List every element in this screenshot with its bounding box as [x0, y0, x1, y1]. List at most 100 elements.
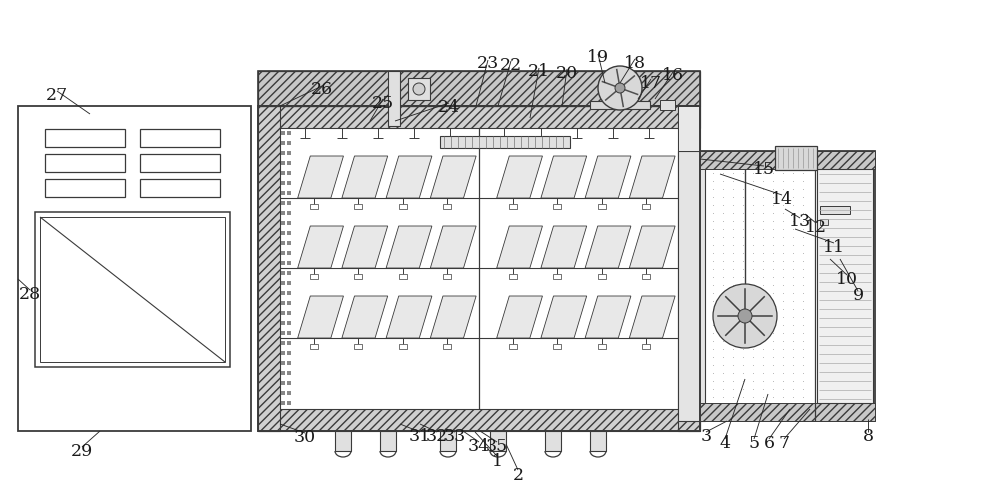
Bar — [399, 344, 407, 349]
Text: 17: 17 — [640, 74, 662, 91]
Bar — [140, 180, 220, 197]
Text: 14: 14 — [771, 191, 793, 208]
Bar — [775, 147, 817, 171]
Text: 8: 8 — [862, 428, 874, 444]
Bar — [490, 431, 506, 451]
Polygon shape — [629, 157, 675, 198]
Text: 28: 28 — [19, 286, 41, 303]
Text: 25: 25 — [372, 94, 394, 111]
Circle shape — [598, 67, 642, 111]
Bar — [280, 129, 678, 409]
Polygon shape — [386, 297, 432, 338]
Polygon shape — [342, 297, 388, 338]
Bar — [820, 206, 850, 214]
Bar — [335, 431, 351, 451]
Text: 29: 29 — [71, 442, 93, 459]
Bar — [590, 431, 606, 451]
Polygon shape — [585, 297, 631, 338]
Bar — [700, 152, 875, 421]
Bar — [258, 107, 280, 431]
Polygon shape — [629, 226, 675, 269]
Text: 12: 12 — [805, 219, 827, 236]
Text: 16: 16 — [662, 67, 684, 84]
Text: 3: 3 — [700, 428, 712, 444]
Bar — [678, 152, 705, 421]
Text: 35: 35 — [486, 438, 508, 454]
Bar — [590, 102, 650, 110]
Text: 31: 31 — [409, 428, 431, 444]
Bar — [553, 275, 561, 280]
Bar — [700, 403, 875, 421]
Bar — [660, 101, 675, 111]
Bar — [820, 219, 828, 225]
Bar — [310, 275, 318, 280]
Text: 23: 23 — [477, 56, 499, 72]
Bar — [678, 107, 700, 431]
Bar — [45, 180, 125, 197]
Bar — [388, 72, 400, 127]
Bar — [509, 275, 517, 280]
Circle shape — [615, 84, 625, 94]
Polygon shape — [585, 226, 631, 269]
Bar — [258, 107, 700, 129]
Polygon shape — [497, 297, 542, 338]
Bar — [817, 170, 873, 403]
Bar — [642, 344, 650, 349]
Bar — [443, 204, 451, 209]
Polygon shape — [430, 226, 476, 269]
Text: 34: 34 — [468, 438, 490, 454]
Bar — [45, 155, 125, 173]
Polygon shape — [497, 157, 542, 198]
Text: 7: 7 — [778, 435, 790, 451]
Bar — [354, 344, 362, 349]
Polygon shape — [430, 157, 476, 198]
Bar — [598, 204, 606, 209]
Bar — [354, 204, 362, 209]
Polygon shape — [386, 157, 432, 198]
Bar — [678, 107, 700, 152]
Bar — [700, 152, 875, 170]
Text: 30: 30 — [294, 429, 316, 445]
Text: 26: 26 — [311, 81, 333, 98]
Text: 18: 18 — [624, 55, 646, 71]
Polygon shape — [298, 226, 343, 269]
Text: 24: 24 — [438, 98, 460, 115]
Text: 4: 4 — [720, 435, 730, 451]
Bar — [598, 344, 606, 349]
Bar — [258, 107, 700, 431]
Bar — [35, 212, 230, 367]
Bar — [545, 431, 561, 451]
Bar — [616, 102, 624, 110]
Bar — [45, 130, 125, 148]
Polygon shape — [585, 157, 631, 198]
Bar — [509, 204, 517, 209]
Text: 33: 33 — [444, 428, 466, 444]
Bar — [258, 72, 700, 107]
Bar — [140, 130, 220, 148]
Polygon shape — [298, 297, 343, 338]
Polygon shape — [541, 297, 587, 338]
Circle shape — [738, 310, 752, 323]
Text: 22: 22 — [500, 57, 522, 73]
Polygon shape — [497, 226, 542, 269]
Text: 20: 20 — [556, 64, 578, 81]
Bar — [553, 204, 561, 209]
Text: 1: 1 — [492, 452, 503, 469]
Bar — [380, 431, 396, 451]
Bar — [598, 275, 606, 280]
Circle shape — [713, 285, 777, 348]
Polygon shape — [342, 226, 388, 269]
Bar — [258, 409, 700, 431]
Bar — [642, 275, 650, 280]
Bar — [310, 344, 318, 349]
Polygon shape — [386, 226, 432, 269]
Polygon shape — [430, 297, 476, 338]
Bar — [258, 72, 700, 107]
Bar — [40, 217, 225, 362]
Polygon shape — [342, 157, 388, 198]
Text: 10: 10 — [836, 271, 858, 288]
Bar — [310, 204, 318, 209]
Bar — [140, 155, 220, 173]
Text: 5: 5 — [748, 435, 760, 451]
Bar — [354, 275, 362, 280]
